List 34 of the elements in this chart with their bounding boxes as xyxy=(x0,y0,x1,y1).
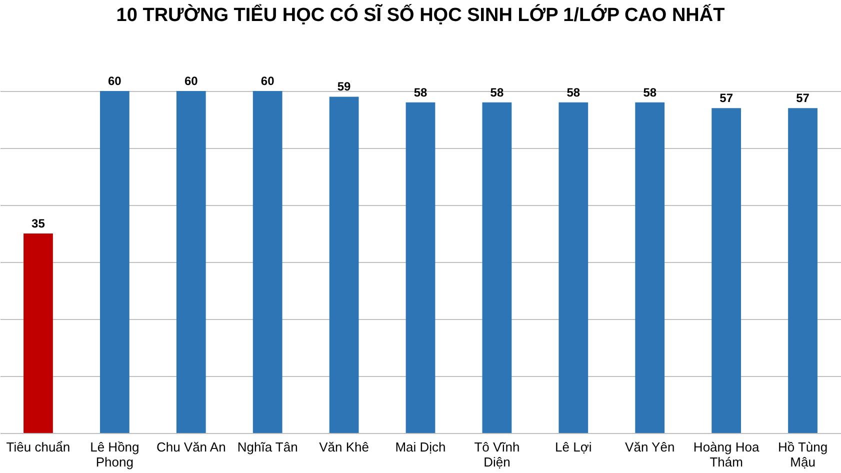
data-label: 58 xyxy=(490,85,504,100)
x-tick-label: Văn Yên xyxy=(625,440,675,454)
data-label: 59 xyxy=(337,80,352,94)
x-tick-label: Nghĩa Tân xyxy=(237,440,298,454)
x-tick-label: Tô Vĩnh Diện xyxy=(474,440,520,470)
data-label: 57 xyxy=(796,91,810,106)
data-label: 58 xyxy=(566,85,580,100)
x-tick-label: Hồ Tùng Mậu xyxy=(778,440,828,470)
bar xyxy=(712,108,742,433)
bar xyxy=(406,102,436,433)
bar xyxy=(100,91,130,433)
data-label: 60 xyxy=(184,74,198,88)
bar xyxy=(558,102,588,433)
bar xyxy=(329,96,359,433)
data-label: 60 xyxy=(108,74,122,88)
data-label: 35 xyxy=(32,216,46,230)
x-tick-label: Tiêu chuẩn xyxy=(6,440,70,454)
bar xyxy=(635,102,665,433)
x-tick-label: Lê Lợi xyxy=(555,440,592,454)
data-label: 58 xyxy=(643,85,657,100)
bar xyxy=(788,108,818,433)
bar xyxy=(252,91,282,433)
bar xyxy=(482,102,512,433)
data-label: 58 xyxy=(414,85,428,100)
x-tick-label: Lê Hồng Phong xyxy=(90,440,140,470)
data-label: 60 xyxy=(260,74,275,88)
x-tick-label: Mai Dịch xyxy=(395,440,446,454)
x-tick-label: Văn Khê xyxy=(319,440,369,454)
chart-title: 10 TRƯỜNG TIỂU HỌC CÓ SĨ SỐ HỌC SINH LỚP 1/LỚP CAO NHẤT xyxy=(116,3,726,26)
data-label: 57 xyxy=(720,91,734,106)
x-tick-label: Chu Văn An xyxy=(156,440,226,454)
bar xyxy=(24,234,53,433)
bar xyxy=(176,91,206,433)
x-tick-label: Hoàng Hoa Thám xyxy=(693,440,760,470)
